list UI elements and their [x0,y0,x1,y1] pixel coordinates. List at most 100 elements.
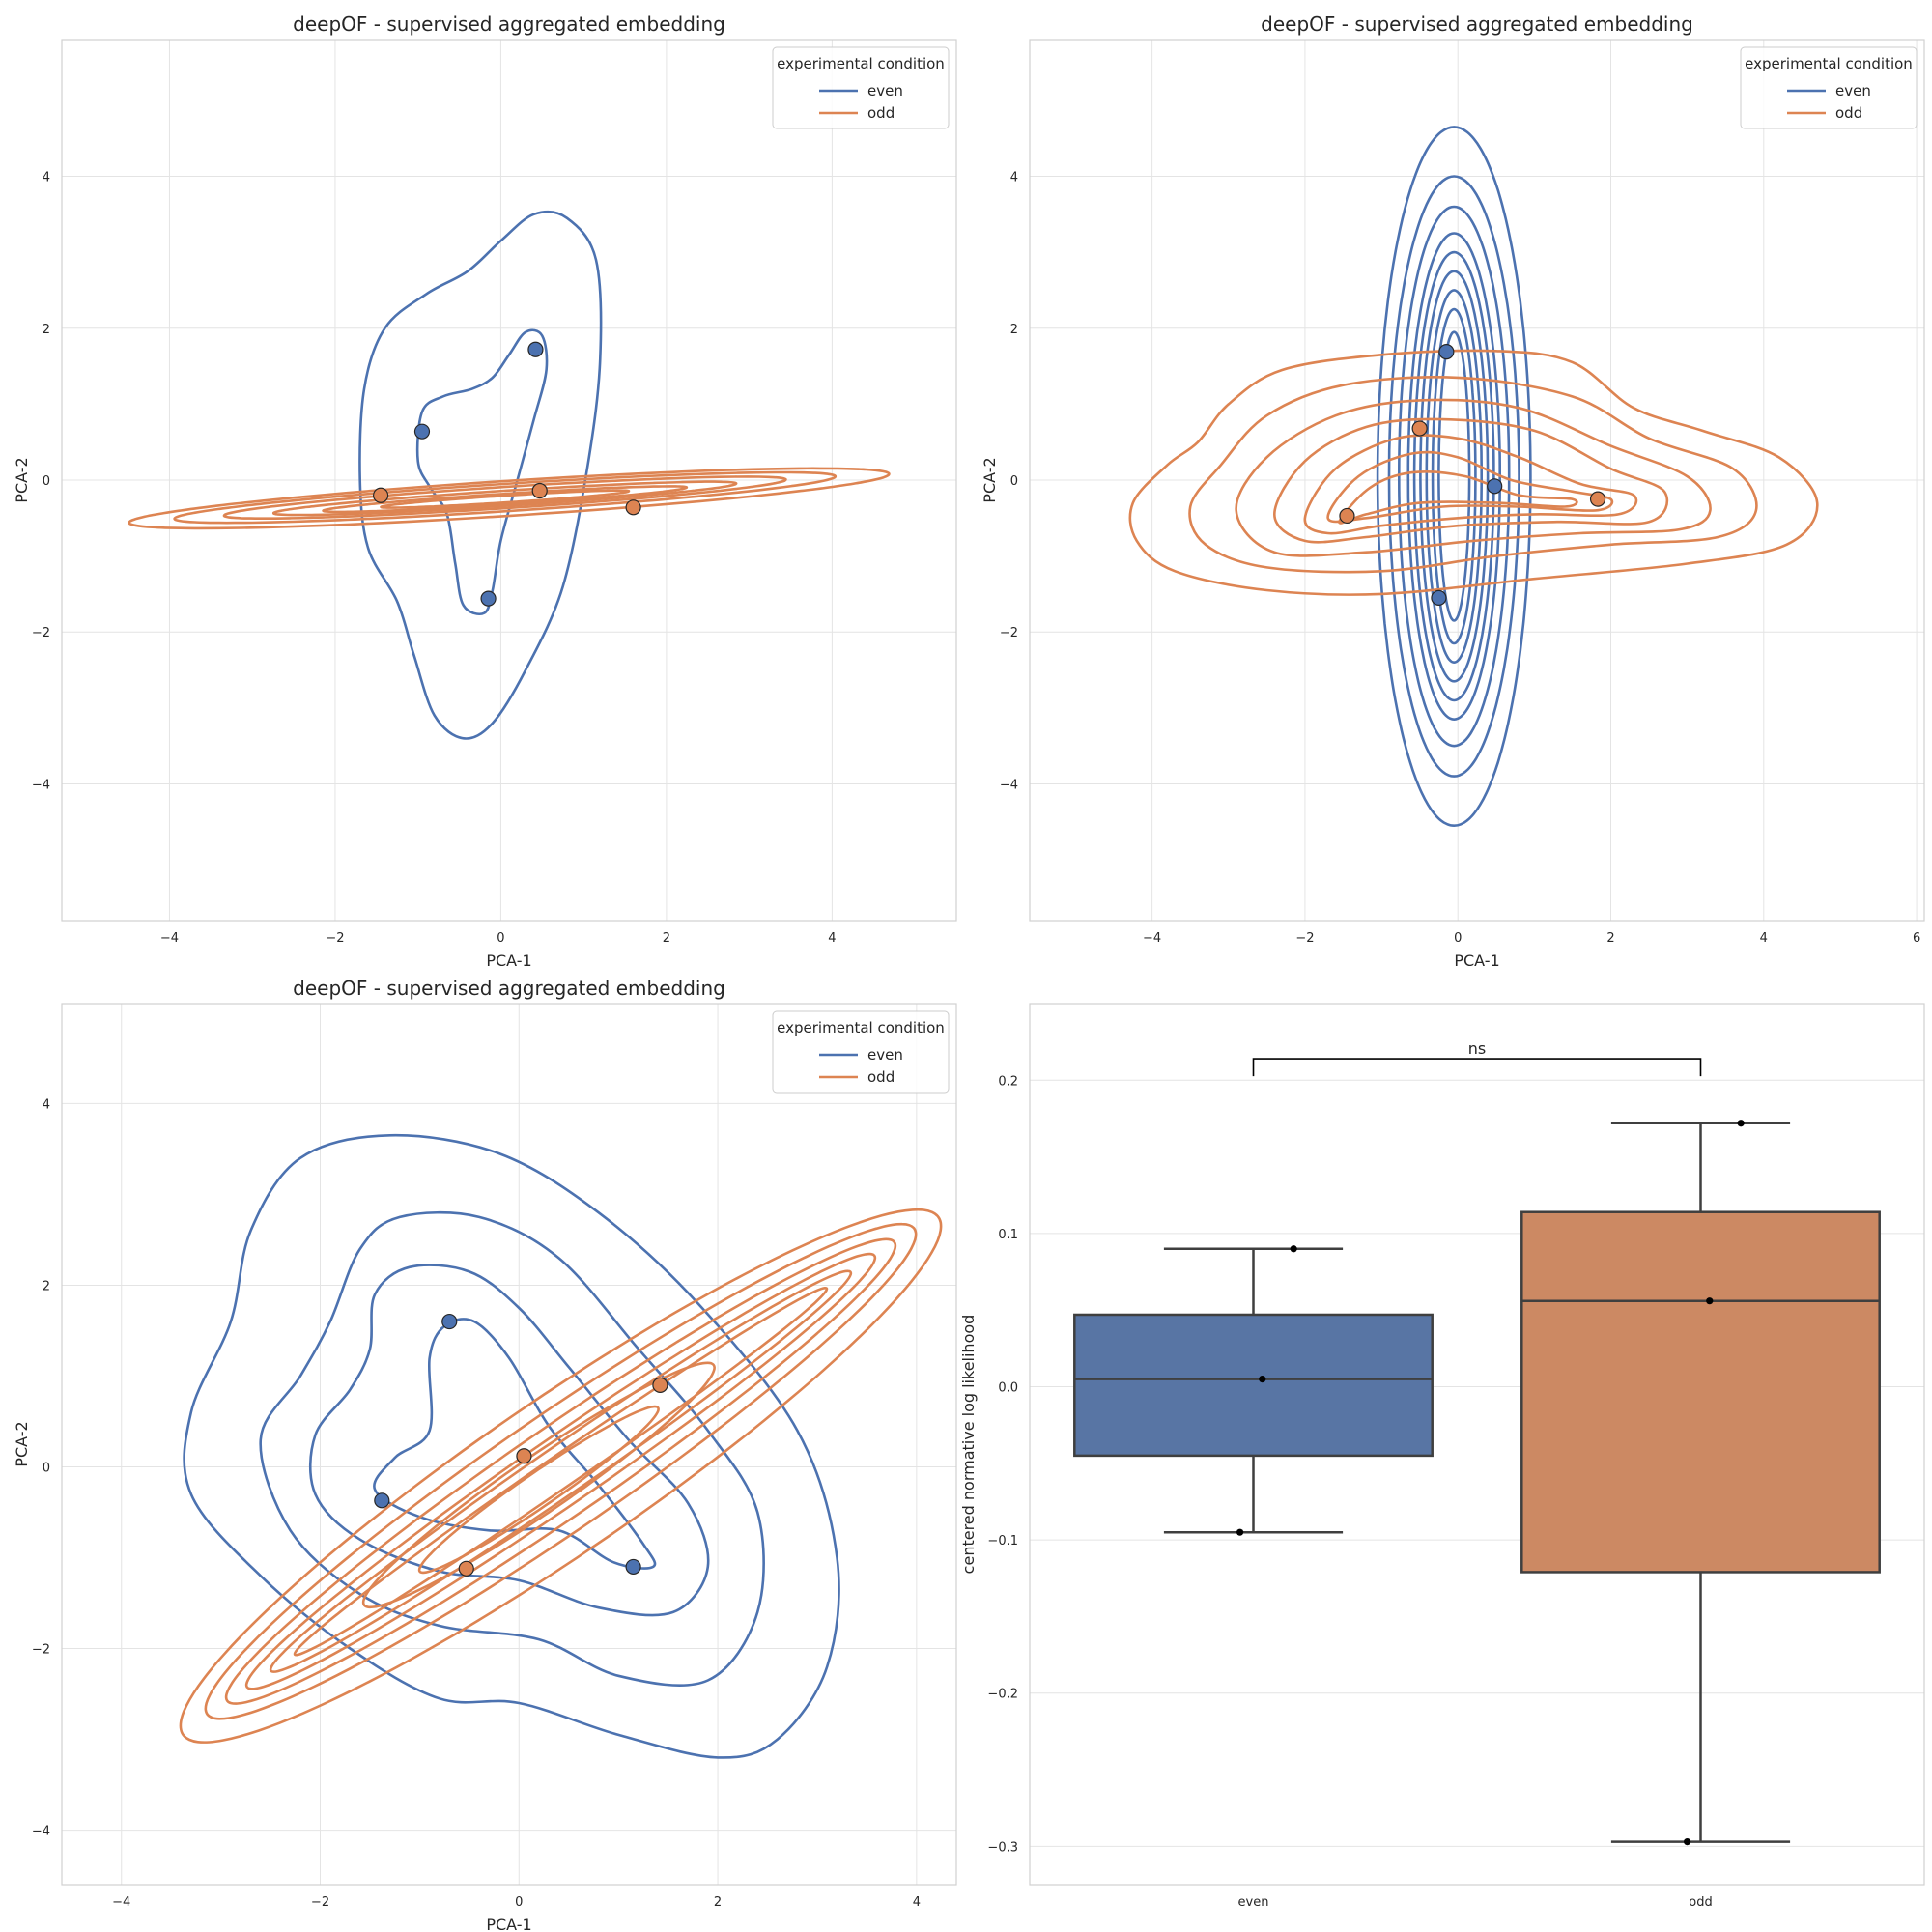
contour-panel-top-right: −4 −2 0 2 4 6 −4 −2 0 2 4 PCA-1 PCA-2 deepOF - superv… [980,13,1925,970]
scatter-point-odd [652,1377,668,1393]
legend-box [772,46,950,129]
kde-contour-odd [1303,434,1638,535]
kde-contour-even [1412,250,1495,702]
legend-title: experimental condition [1745,55,1913,72]
contour-panel-top-left: −4 −2 0 2 4 −4 −2 0 2 4 PCA-1 PCA-2 deepOF - supervi… [13,13,957,970]
legend-label-even: even [1835,82,1871,99]
y-tick-label: 0.0 [998,1381,1018,1396]
scatter-point-even [1487,478,1503,495]
legend-label-odd: odd [1835,104,1862,122]
kde-contour-even [259,1210,765,1687]
y-tick-label: 0 [1010,474,1018,489]
kde-contour-even [1431,307,1477,645]
x-tick-label: −2 [311,1895,329,1910]
contour-panel-bottom-left: −4 −2 0 2 4 −4 −2 0 2 4 PCA-1 PCA-2 deepOF - supervi… [13,977,957,1932]
x-tick-label: 4 [1760,931,1768,946]
boxplot-panel-bottom-right: −0.3 −0.2 −0.1 0.0 0.1 0.2 even odd centered nor… [959,1003,1925,1910]
legend-title: experimental condition [777,55,945,72]
kde-contour-even [1398,205,1511,748]
plot-frame [1029,39,1925,922]
y-tick-label: 4 [43,1097,50,1112]
y-tick-label: 0.2 [998,1074,1018,1089]
scatter-point-even [480,590,497,607]
y-tick-label: −0.1 [987,1534,1018,1548]
x-tick-label: −2 [1295,931,1314,946]
kde-contour-odd [1188,376,1758,574]
chart-title: deepOF - supervised aggregated embedding [293,13,725,36]
legend: experimental condition even odd [772,46,950,129]
x-tick-label: 4 [913,1895,921,1910]
y-tick-label: 0.1 [998,1228,1018,1242]
x-tick-label: 6 [1913,931,1920,946]
kde-contour-odd [179,1208,943,1744]
scatter-point-even [625,1558,641,1576]
kde-contour-even [1376,126,1532,828]
y-tick-label: 4 [43,171,50,185]
kde-contour-even [415,328,549,615]
x-tick-label: 0 [497,931,504,946]
x-tick-label: 2 [714,1895,722,1910]
kde-contour-odd [244,1252,877,1690]
chart-title: deepOF - supervised aggregated embedding [293,977,725,1000]
box-odd [1520,1120,1881,1846]
legend-title: experimental condition [777,1019,945,1037]
x-tick-label: 2 [1606,931,1614,946]
y-axis-label: PCA-2 [980,457,999,502]
x-tick-label: 2 [663,931,670,946]
scatter-point-even [441,1313,458,1330]
iqr-box [1073,1313,1434,1458]
y-tick-label: −0.2 [987,1688,1018,1702]
contour-layer [128,210,891,740]
legend-label-even: even [867,82,903,99]
scatter-point-even [1438,344,1455,360]
kde-contour-odd [271,480,738,517]
y-tick-label: 4 [1010,171,1018,185]
x-tick-label: 0 [515,1895,523,1910]
scatter-point-odd [373,487,389,503]
y-tick-label: −4 [32,778,50,792]
y-tick-label: −2 [1000,626,1018,640]
kde-contour-odd [1235,398,1712,557]
iqr-box [1520,1210,1881,1574]
kde-contour-even [183,1133,840,1759]
legend-box [772,1010,950,1094]
y-tick-label: 0 [43,474,50,489]
y-tick-label: −4 [1000,778,1018,792]
plot-frame [61,1003,957,1886]
plot-frame [1029,1003,1925,1886]
legend-label-odd: odd [867,104,895,122]
kde-contour-odd [361,1361,716,1609]
x-axis-label: PCA-1 [1454,952,1499,970]
kde-contour-odd [224,1237,897,1705]
scatter-point-odd [516,1448,532,1464]
x-tick-label: −4 [112,1895,130,1910]
significance-label: ns [1468,1039,1486,1058]
legend-label-odd: odd [867,1068,895,1086]
scatter-point-odd [531,482,548,499]
y-tick-label: 2 [43,323,50,337]
kde-contour-even [1425,289,1483,665]
kde-contour-even [308,1264,710,1617]
data-point-even [1259,1375,1266,1383]
kde-contour-odd [173,470,838,525]
y-axis-label: PCA-2 [13,1421,31,1466]
scatter-point-even [1431,589,1447,606]
scatter-point-odd [1339,507,1355,525]
kde-contour-odd [204,1222,918,1720]
x-tick-label-even: even [1238,1895,1269,1910]
scatter-point-odd [1589,491,1606,507]
data-point-even [1236,1528,1244,1536]
kde-contour-even [358,210,603,740]
kde-contour-even [1406,232,1501,722]
x-tick-label: 4 [828,931,836,946]
legend-box [1740,46,1918,129]
x-tick-label-odd: odd [1689,1895,1712,1910]
legend: experimental condition even odd [1740,46,1918,129]
kde-contour-odd [128,467,891,530]
scatter-point-odd [1411,420,1428,437]
y-axis-label: centered normative log likelihood [959,1315,978,1575]
x-tick-label: 0 [1454,931,1462,946]
contour-layer [179,1133,943,1759]
kde-contour-odd [222,475,787,520]
